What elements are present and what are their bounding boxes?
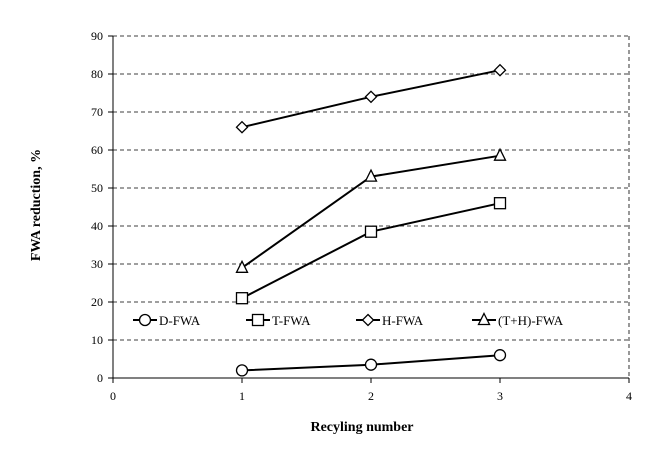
legend: D-FWA T-FWA H-FWA (T+H)-FWA <box>133 312 564 328</box>
data-point-t-h-fwa <box>493 147 507 161</box>
y-tick-label: 90 <box>91 29 103 43</box>
data-point-d-fwa <box>235 364 249 377</box>
gridlines <box>113 35 629 341</box>
x-tick-label: 0 <box>110 389 116 403</box>
data-point-t-h-fwa <box>364 168 378 182</box>
data-point-t-fwa <box>364 225 378 238</box>
series-line-t-fwa <box>241 202 501 300</box>
x-tick-label: 4 <box>626 389 632 403</box>
legend-item-h-fwa: H-FWA <box>356 313 424 328</box>
legend-item-d-fwa: D-FWA <box>133 313 201 328</box>
series-t-fwa <box>235 197 507 305</box>
x-tick-label: 1 <box>239 389 245 403</box>
data-point-h-fwa <box>493 63 507 77</box>
legend-label: D-FWA <box>159 313 201 328</box>
series-d-fwa <box>235 349 507 377</box>
data-point-d-fwa <box>364 358 378 371</box>
data-point-h-fwa <box>235 120 249 134</box>
y-tick-label: 10 <box>91 333 103 347</box>
x-tick-label: 3 <box>497 389 503 403</box>
y-tick-label: 70 <box>91 105 103 119</box>
y-tick-label: 80 <box>91 67 103 81</box>
y-tick-label: 20 <box>91 295 103 309</box>
y-tick-label: 50 <box>91 181 103 195</box>
legend-label: (T+H)-FWA <box>498 313 564 328</box>
series-h-fwa <box>235 63 507 134</box>
legend-marker-t-fwa <box>251 313 265 327</box>
legend-marker-t-h-fwa <box>477 312 491 326</box>
axes <box>108 35 630 383</box>
y-tick-label: 60 <box>91 143 103 157</box>
y-axis-title: FWA reduction, % <box>29 149 44 261</box>
series-t-h-fwa <box>235 147 507 273</box>
legend-marker-h-fwa <box>361 313 375 327</box>
legend-item-t-fwa: T-FWA <box>246 313 311 328</box>
data-point-t-fwa <box>493 197 507 210</box>
data-point-t-h-fwa <box>235 259 249 273</box>
legend-marker-d-fwa <box>138 313 152 327</box>
y-tick-label: 40 <box>91 219 103 233</box>
x-axis-title: Recyling number <box>310 420 413 435</box>
data-point-h-fwa <box>364 90 378 104</box>
y-tick-label: 0 <box>97 371 103 385</box>
data-point-d-fwa <box>493 349 507 362</box>
tick-labels: 0 10 20 30 40 50 60 70 80 90 0 1 2 3 4 <box>91 29 632 403</box>
legend-label: H-FWA <box>382 313 424 328</box>
series <box>235 63 507 377</box>
x-tick-label: 2 <box>368 389 374 403</box>
legend-item-t-h-fwa: (T+H)-FWA <box>472 312 564 328</box>
data-point-t-fwa <box>235 292 249 305</box>
legend-label: T-FWA <box>272 313 311 328</box>
y-tick-label: 30 <box>91 257 103 271</box>
